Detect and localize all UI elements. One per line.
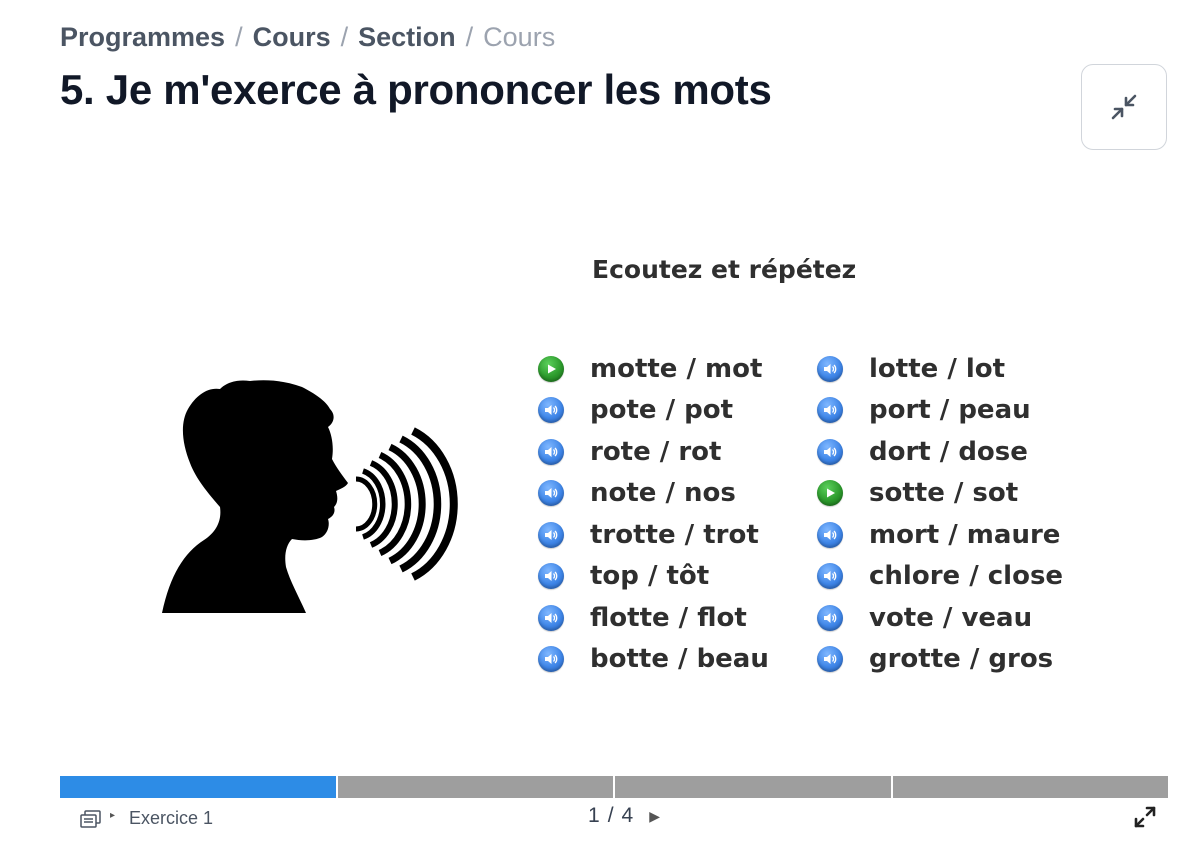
word-pair-item[interactable]: port / peau: [817, 390, 1063, 432]
speaker-audio-icon[interactable]: [538, 438, 564, 465]
word-pair-item[interactable]: rote / rot: [538, 431, 769, 473]
progress-bar: [60, 776, 1168, 798]
word-pair-label: mort / maure: [869, 519, 1061, 550]
exercise-label: Exercice 1: [129, 808, 214, 828]
word-pair-label: flotte / flot: [590, 602, 747, 633]
word-pair-label: chlore / close: [869, 561, 1064, 592]
word-pair-item[interactable]: dort / dose: [817, 431, 1063, 473]
page-current: 1: [588, 804, 600, 827]
slides-list-icon: [80, 809, 101, 828]
word-list-left: motte / mot pote / pot rote / rot note / no…: [538, 348, 769, 680]
word-pair-label: botte / beau: [590, 644, 769, 675]
progress-segment-pending[interactable]: [337, 776, 613, 798]
breadcrumb-cours[interactable]: Cours: [252, 22, 331, 52]
play-audio-icon[interactable]: [538, 355, 564, 382]
word-pair-label: motte / mot: [590, 353, 763, 384]
collapse-arrows-icon: [1111, 94, 1137, 120]
progress-segment-pending[interactable]: [615, 776, 891, 798]
word-pair-item[interactable]: sotte / sot: [817, 473, 1063, 515]
speaker-audio-icon[interactable]: [817, 397, 843, 424]
word-pair-item[interactable]: flotte / flot: [538, 597, 769, 639]
word-pair-item[interactable]: motte / mot: [538, 348, 769, 390]
breadcrumb-current: Cours: [483, 22, 556, 52]
breadcrumb-programmes[interactable]: Programmes: [60, 22, 226, 52]
word-pair-item[interactable]: pote / pot: [538, 390, 769, 432]
word-pair-item[interactable]: mort / maure: [817, 514, 1063, 556]
word-pair-item[interactable]: vote / veau: [817, 597, 1063, 639]
word-pair-item[interactable]: lotte / lot: [817, 348, 1063, 390]
speaker-audio-icon[interactable]: [817, 355, 843, 382]
speaker-audio-icon[interactable]: [817, 438, 843, 465]
word-pair-label: port / peau: [869, 395, 1031, 426]
word-pair-item[interactable]: botte / beau: [538, 639, 769, 681]
slide-heading: Ecoutez et répétez: [592, 255, 857, 284]
word-pair-item[interactable]: note / nos: [538, 473, 769, 515]
expand-button[interactable]: [1081, 64, 1167, 150]
word-pair-label: pote / pot: [590, 395, 734, 426]
word-pair-label: dort / dose: [869, 436, 1028, 467]
breadcrumb-section[interactable]: Section: [358, 22, 456, 52]
speaker-audio-icon[interactable]: [538, 563, 564, 590]
speaker-audio-icon[interactable]: [538, 397, 564, 424]
speaker-audio-icon[interactable]: [817, 563, 843, 590]
word-pair-item[interactable]: chlore / close: [817, 556, 1063, 598]
speaker-audio-icon[interactable]: [538, 521, 564, 548]
page-total: 4: [621, 804, 634, 827]
exercise-slide: Ecoutez et répétez motte / mot pote / pot…: [60, 180, 1168, 770]
caret-right-icon: ▸: [110, 810, 116, 821]
word-pair-label: vote / veau: [869, 602, 1033, 633]
page-indicator: 1 / 4 ▶: [588, 804, 660, 828]
play-audio-icon[interactable]: [817, 480, 843, 507]
exercise-menu[interactable]: ▸ Exercice 1: [80, 808, 213, 829]
page-title: 5. Je m'exerce à prononcer les mots: [60, 66, 772, 113]
speaker-audio-icon[interactable]: [538, 480, 564, 507]
word-pair-label: note / nos: [590, 478, 736, 509]
speaker-audio-icon[interactable]: [817, 521, 843, 548]
page-separator: /: [607, 804, 614, 827]
word-pair-label: lotte / lot: [869, 353, 1006, 384]
breadcrumb: Programmes / Cours / Section / Cours: [60, 22, 555, 53]
speaker-audio-icon[interactable]: [538, 646, 564, 673]
word-pair-label: trotte / trot: [590, 519, 759, 550]
breadcrumb-separator: /: [465, 22, 474, 52]
breadcrumb-separator: /: [235, 22, 243, 52]
word-pair-item[interactable]: top / tôt: [538, 556, 769, 598]
word-list-right: lotte / lot port / peau dort / dose sotte /…: [817, 348, 1063, 680]
next-page-button[interactable]: ▶: [649, 807, 660, 824]
fullscreen-arrows-icon: [1134, 806, 1156, 828]
speaker-audio-icon[interactable]: [538, 604, 564, 631]
word-pair-label: top / tôt: [590, 561, 710, 592]
word-pair-label: rote / rot: [590, 436, 722, 467]
speaker-audio-icon[interactable]: [817, 604, 843, 631]
word-pair-item[interactable]: trotte / trot: [538, 514, 769, 556]
progress-segment-pending[interactable]: [892, 776, 1168, 798]
word-pair-item[interactable]: grotte / gros: [817, 639, 1063, 681]
word-pair-label: sotte / sot: [869, 478, 1019, 509]
speaking-head-illustration: [162, 380, 458, 613]
speaker-audio-icon[interactable]: [817, 646, 843, 673]
breadcrumb-separator: /: [340, 22, 349, 52]
word-pair-label: grotte / gros: [869, 644, 1054, 675]
progress-segment-completed[interactable]: [60, 776, 336, 798]
fullscreen-button[interactable]: [1133, 805, 1157, 834]
